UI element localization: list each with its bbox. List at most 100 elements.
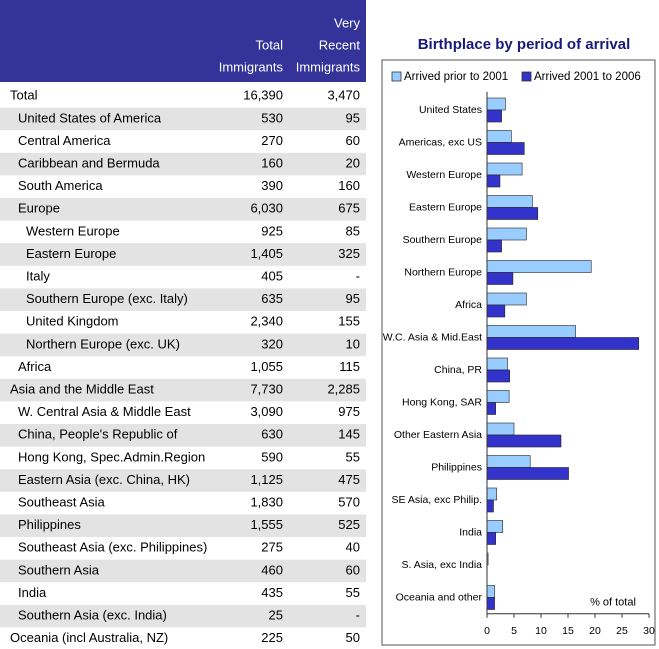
bar bbox=[486, 532, 496, 545]
cell-total: 1,055 bbox=[250, 359, 283, 374]
cell-total: 1,555 bbox=[250, 517, 283, 532]
row-label: Africa bbox=[18, 359, 52, 374]
bar bbox=[486, 422, 515, 436]
column-header: Total bbox=[256, 37, 284, 52]
bar bbox=[486, 162, 523, 176]
legend-label: Arrived prior to 2001 bbox=[404, 71, 508, 83]
cell-total: 2,340 bbox=[250, 314, 283, 329]
category-label: China, PR bbox=[434, 364, 482, 376]
row-label: Central America bbox=[18, 133, 111, 148]
cell-total: 460 bbox=[261, 562, 283, 577]
bar bbox=[486, 97, 506, 111]
cell-recent: 155 bbox=[338, 314, 360, 329]
chart-frame bbox=[381, 59, 656, 646]
cell-total: 630 bbox=[261, 427, 283, 442]
row-label: W. Central Asia & Middle East bbox=[18, 404, 191, 419]
x-axis-label: % of total bbox=[590, 597, 636, 609]
column-header: Very bbox=[334, 15, 361, 30]
bar bbox=[486, 325, 576, 338]
category-label: Philippines bbox=[431, 461, 482, 473]
row-shade bbox=[0, 424, 366, 447]
row-shade bbox=[0, 107, 366, 131]
bar bbox=[486, 174, 501, 188]
x-tick-label: 15 bbox=[562, 625, 574, 637]
cell-total: 1,125 bbox=[250, 472, 283, 487]
bar bbox=[486, 260, 592, 273]
x-tick-label: 20 bbox=[589, 625, 601, 637]
category-label: Oceania and other bbox=[396, 591, 483, 603]
bar bbox=[486, 357, 508, 371]
column-header: Immigrants bbox=[219, 59, 284, 74]
cell-recent: 975 bbox=[338, 404, 360, 419]
bar bbox=[486, 585, 495, 598]
cell-recent: - bbox=[356, 608, 360, 623]
row-label: Southern Asia bbox=[18, 562, 100, 577]
row-shade bbox=[0, 152, 366, 176]
category-label: India bbox=[459, 526, 482, 538]
cell-recent: 55 bbox=[346, 449, 360, 464]
cell-recent: 570 bbox=[338, 495, 360, 510]
cell-recent: 55 bbox=[346, 585, 360, 600]
category-label: Northern Europe bbox=[404, 266, 482, 278]
row-label: Southeast Asia bbox=[18, 495, 105, 510]
cell-recent: 325 bbox=[338, 246, 360, 261]
row-shade bbox=[0, 469, 366, 492]
category-label: W.C. Asia & Mid.East bbox=[383, 331, 482, 343]
cell-recent: 3,470 bbox=[327, 88, 360, 103]
bar bbox=[486, 597, 495, 610]
cell-total: 590 bbox=[261, 449, 283, 464]
row-label: Western Europe bbox=[26, 223, 120, 238]
bar bbox=[486, 239, 502, 253]
cell-recent: 60 bbox=[346, 133, 360, 148]
category-label: Southern Europe bbox=[403, 234, 483, 246]
legend-label: Arrived 2001 to 2006 bbox=[534, 71, 641, 83]
cell-recent: 50 bbox=[346, 630, 360, 645]
cell-total: 925 bbox=[261, 223, 283, 238]
cell-recent: - bbox=[356, 269, 360, 284]
bar bbox=[486, 369, 510, 383]
row-label: Total bbox=[10, 88, 38, 103]
cell-recent: 95 bbox=[346, 291, 360, 306]
bar bbox=[486, 227, 527, 241]
bar bbox=[486, 467, 569, 480]
bar bbox=[486, 390, 510, 403]
category-label: S. Asia, exc India bbox=[401, 559, 482, 571]
x-tick-label: 25 bbox=[616, 625, 628, 637]
row-label: Italy bbox=[26, 269, 50, 284]
x-tick-label: 10 bbox=[535, 625, 547, 637]
cell-total: 320 bbox=[261, 336, 283, 351]
row-label: Northern Europe (exc. UK) bbox=[26, 336, 180, 351]
category-label: SE Asia, exc Philip. bbox=[392, 494, 482, 506]
cell-recent: 145 bbox=[338, 427, 360, 442]
cell-total: 3,090 bbox=[250, 404, 283, 419]
row-shade bbox=[0, 559, 366, 583]
legend-swatch bbox=[391, 71, 402, 82]
category-label: Western Europe bbox=[406, 169, 482, 181]
cell-recent: 10 bbox=[346, 336, 360, 351]
cell-recent: 115 bbox=[339, 359, 360, 374]
cell-total: 530 bbox=[261, 110, 283, 125]
x-tick-label: 0 bbox=[484, 625, 490, 637]
cell-total: 635 bbox=[261, 291, 283, 306]
cell-recent: 85 bbox=[346, 223, 360, 238]
row-label: Asia and the Middle East bbox=[10, 382, 154, 397]
bar bbox=[486, 455, 531, 468]
row-shade bbox=[0, 514, 366, 537]
cell-recent: 60 bbox=[346, 562, 360, 577]
row-label: Eastern Asia (exc. China, HK) bbox=[18, 472, 190, 487]
column-header: Recent bbox=[319, 37, 361, 52]
bar bbox=[486, 304, 506, 318]
bar bbox=[486, 207, 539, 220]
row-shade bbox=[0, 604, 366, 628]
bar bbox=[486, 195, 533, 208]
row-label: United Kingdom bbox=[26, 314, 119, 329]
bar bbox=[486, 520, 503, 533]
cell-total: 1,830 bbox=[250, 495, 283, 510]
cell-total: 275 bbox=[261, 540, 283, 555]
bar bbox=[486, 402, 496, 415]
bar bbox=[486, 130, 512, 143]
row-label: Eastern Europe bbox=[26, 246, 116, 261]
cell-recent: 40 bbox=[346, 540, 360, 555]
bar bbox=[486, 487, 498, 501]
